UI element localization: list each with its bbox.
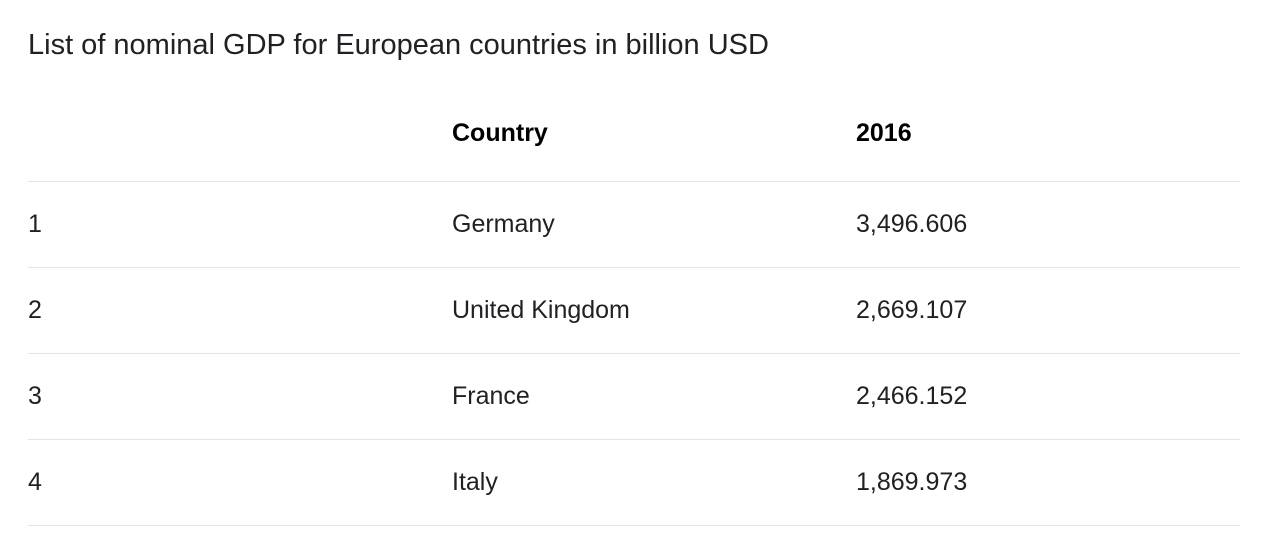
table-row: 2 United Kingdom 2,669.107 (28, 268, 1240, 354)
gdp-value-cell: 2,466.152 (856, 382, 968, 410)
table-title: List of nominal GDP for European countri… (28, 29, 769, 61)
country-cell: France (452, 382, 530, 410)
rank-cell: 2 (28, 296, 42, 324)
rank-cell: 4 (28, 468, 42, 496)
gdp-value-cell: 2,669.107 (856, 296, 968, 324)
rank-cell: 3 (28, 382, 42, 410)
header-country: Country (452, 119, 548, 147)
gdp-table: Country 2016 1 Germany 3,496.606 2 Unite… (28, 86, 1240, 526)
country-cell: Germany (452, 210, 555, 238)
rank-cell: 1 (28, 210, 42, 238)
gdp-value-cell: 1,869.973 (856, 468, 968, 496)
country-cell: United Kingdom (452, 296, 630, 324)
table-row: 4 Italy 1,869.973 (28, 440, 1240, 526)
table-row: 3 France 2,466.152 (28, 354, 1240, 440)
gdp-value-cell: 3,496.606 (856, 210, 968, 238)
header-year: 2016 (856, 119, 912, 147)
table-row: 1 Germany 3,496.606 (28, 182, 1240, 268)
country-cell: Italy (452, 468, 498, 496)
table-header-row: Country 2016 (28, 86, 1240, 182)
